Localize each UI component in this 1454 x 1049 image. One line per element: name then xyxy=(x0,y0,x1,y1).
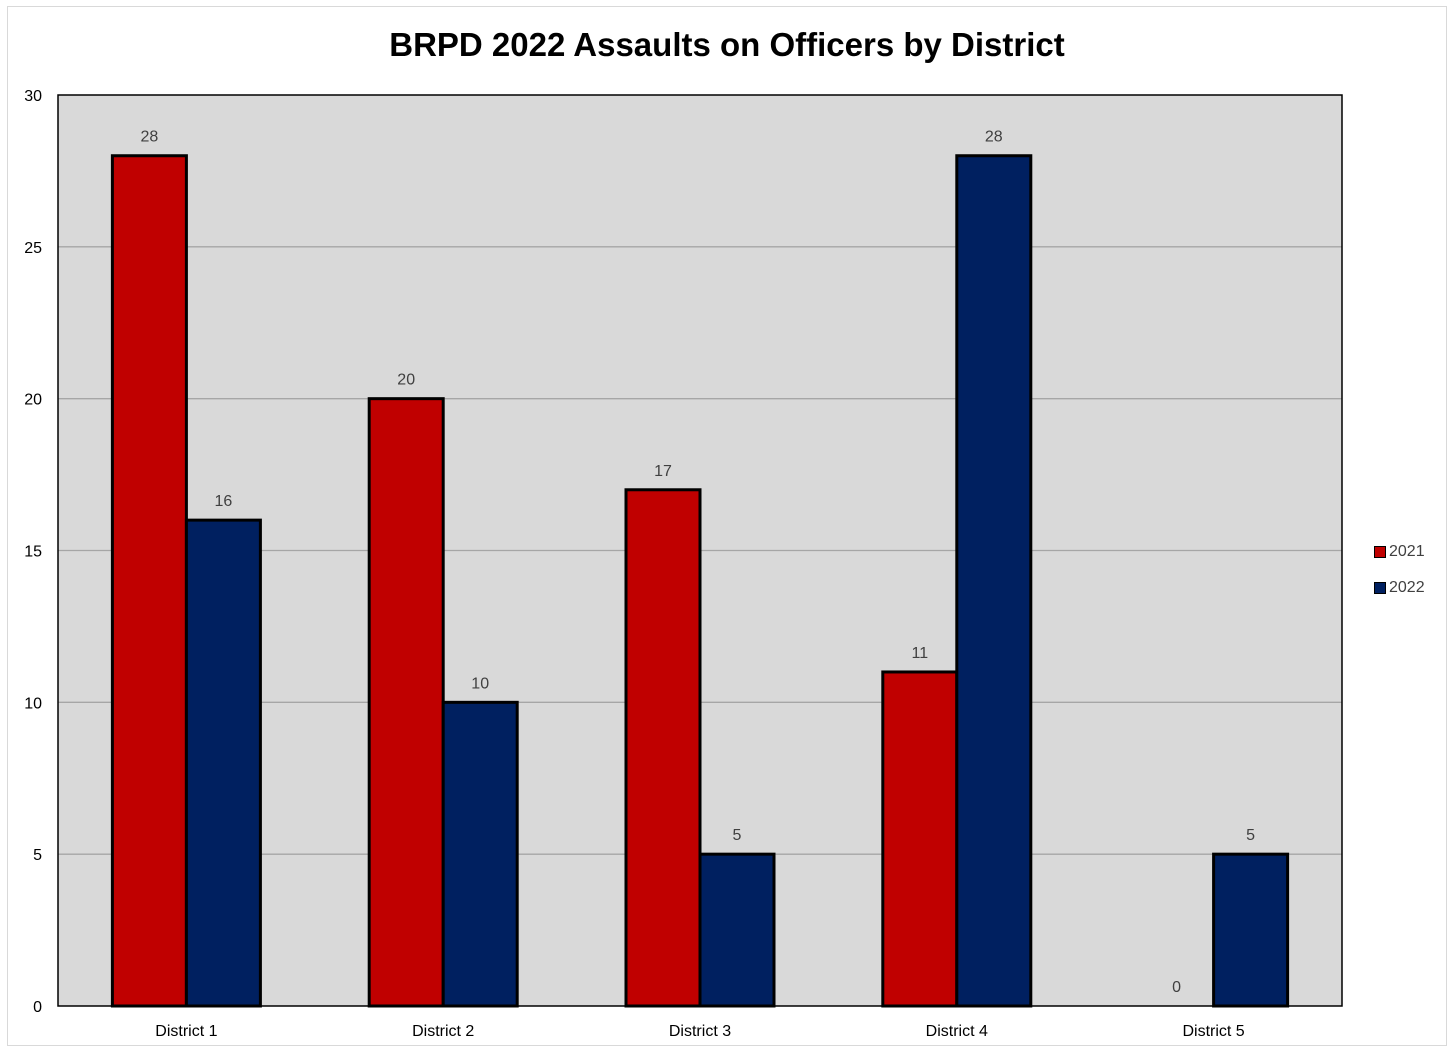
legend-swatch-2021 xyxy=(1374,546,1386,558)
data-label-2021-district-1: 28 xyxy=(141,129,159,146)
y-tick-label-25: 25 xyxy=(24,240,42,257)
y-tick-label-0: 0 xyxy=(33,999,42,1016)
data-label-2022-district-2: 10 xyxy=(471,675,489,692)
bar-2022-district-1 xyxy=(184,518,262,1008)
data-label-2022-district-1: 16 xyxy=(215,493,233,510)
x-tick-label-5: District 5 xyxy=(1182,1023,1244,1040)
bar-2022-district-4 xyxy=(955,154,1033,1008)
data-label-2022-district-5: 5 xyxy=(1246,827,1255,844)
data-label-2021-district-2: 20 xyxy=(397,372,415,389)
data-label-2021-district-3: 17 xyxy=(654,463,672,480)
x-tick-label-2: District 2 xyxy=(412,1023,474,1040)
data-label-2022-district-4: 28 xyxy=(985,129,1003,146)
bar-2022-district-5 xyxy=(1212,852,1290,1008)
y-tick-label-30: 30 xyxy=(24,88,42,105)
bar-2021-district-1 xyxy=(110,154,188,1008)
data-label-2021-district-4: 11 xyxy=(911,645,928,662)
legend: 2021 2022 xyxy=(1374,534,1425,606)
data-label-2021-district-5: 0 xyxy=(1172,979,1181,996)
legend-label-2022: 2022 xyxy=(1389,579,1425,596)
bar-2021-district-2 xyxy=(367,397,445,1008)
x-tick-label-3: District 3 xyxy=(669,1023,731,1040)
x-tick-label-1: District 1 xyxy=(155,1023,217,1040)
legend-item-2021: 2021 xyxy=(1374,534,1425,570)
y-tick-label-20: 20 xyxy=(24,392,42,409)
plot-border xyxy=(57,94,1343,1007)
bar-2022-district-3 xyxy=(698,852,776,1008)
y-tick-label-15: 15 xyxy=(24,544,42,561)
bar-2022-district-2 xyxy=(441,700,519,1008)
bar-2021-district-3 xyxy=(624,488,702,1008)
x-tick-label-4: District 4 xyxy=(926,1023,988,1040)
legend-label-2021: 2021 xyxy=(1389,543,1425,560)
bar-2021-district-4 xyxy=(881,670,959,1008)
chart-title: BRPD 2022 Assaults on Officers by Distri… xyxy=(389,26,1065,63)
data-label-2022-district-3: 5 xyxy=(733,827,742,844)
y-tick-label-5: 5 xyxy=(33,847,42,864)
y-tick-label-10: 10 xyxy=(24,695,42,712)
legend-item-2022: 2022 xyxy=(1374,570,1425,606)
legend-swatch-2022 xyxy=(1374,582,1386,594)
